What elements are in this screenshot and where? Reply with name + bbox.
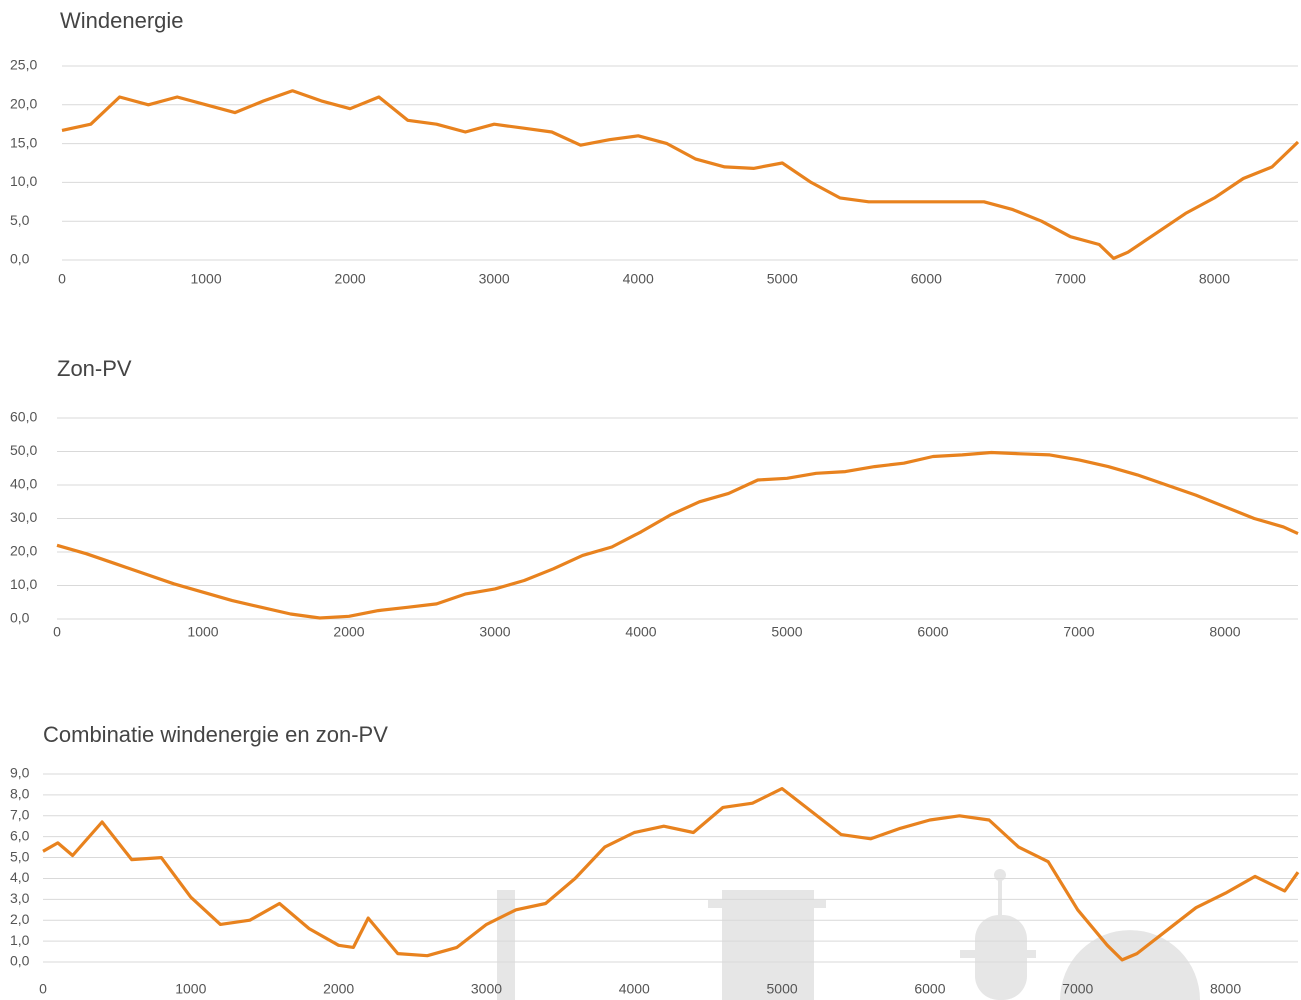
- x-tick-label: 7000: [1063, 624, 1094, 640]
- y-tick-label: 5,0: [10, 848, 30, 864]
- line-series: [42, 787, 1300, 962]
- y-tick-label: 50,0: [10, 442, 37, 458]
- x-tick-label: 1000: [187, 624, 218, 640]
- x-tick-label: 5000: [767, 271, 798, 287]
- y-tick-label: 6,0: [10, 827, 30, 843]
- x-tick-label: 8000: [1210, 981, 1241, 997]
- x-tick-label: 3000: [479, 624, 510, 640]
- x-tick-label: 6000: [914, 981, 945, 997]
- y-tick-label: 15,0: [10, 134, 37, 150]
- line-series: [56, 450, 1299, 620]
- y-tick-label: 2,0: [10, 911, 30, 927]
- x-tick-label: 2000: [333, 624, 364, 640]
- y-tick-label: 4,0: [10, 869, 30, 885]
- y-tick-label: 0,0: [10, 953, 30, 969]
- y-tick-label: 3,0: [10, 890, 30, 906]
- y-tick-label: 60,0: [10, 409, 37, 425]
- chart-title: Combinatie windenergie en zon-PV: [43, 722, 388, 747]
- line-series: [61, 89, 1300, 260]
- x-tick-label: 5000: [771, 624, 802, 640]
- x-tick-label: 7000: [1062, 981, 1093, 997]
- x-tick-label: 0: [39, 981, 47, 997]
- x-tick-label: 2000: [323, 981, 354, 997]
- x-tick-label: 3000: [471, 981, 502, 997]
- y-tick-label: 20,0: [10, 543, 37, 559]
- x-tick-label: 6000: [911, 271, 942, 287]
- y-tick-label: 7,0: [10, 806, 30, 822]
- chart-title: Zon-PV: [57, 356, 132, 381]
- x-tick-label: 8000: [1209, 624, 1240, 640]
- y-tick-label: 1,0: [10, 932, 30, 948]
- y-tick-label: 30,0: [10, 509, 37, 525]
- y-tick-label: 20,0: [10, 96, 37, 112]
- chart-title: Windenergie: [60, 8, 184, 33]
- x-tick-label: 8000: [1199, 271, 1230, 287]
- x-tick-label: 4000: [619, 981, 650, 997]
- x-tick-label: 2000: [335, 271, 366, 287]
- x-tick-label: 0: [53, 624, 61, 640]
- x-tick-label: 6000: [917, 624, 948, 640]
- y-tick-label: 0,0: [10, 251, 30, 267]
- x-tick-label: 4000: [623, 271, 654, 287]
- y-tick-label: 40,0: [10, 476, 37, 492]
- y-tick-label: 5,0: [10, 212, 30, 228]
- x-tick-label: 1000: [190, 271, 221, 287]
- x-tick-label: 4000: [625, 624, 656, 640]
- y-tick-label: 9,0: [10, 765, 30, 781]
- y-tick-label: 10,0: [10, 173, 37, 189]
- watermark: [497, 869, 1200, 1000]
- y-tick-label: 25,0: [10, 57, 37, 73]
- x-tick-label: 0: [58, 271, 66, 287]
- y-tick-label: 8,0: [10, 786, 30, 802]
- x-tick-label: 7000: [1055, 271, 1086, 287]
- x-tick-label: 1000: [175, 981, 206, 997]
- y-tick-label: 0,0: [10, 610, 30, 626]
- x-tick-label: 5000: [767, 981, 798, 997]
- x-tick-label: 3000: [479, 271, 510, 287]
- y-tick-label: 10,0: [10, 576, 37, 592]
